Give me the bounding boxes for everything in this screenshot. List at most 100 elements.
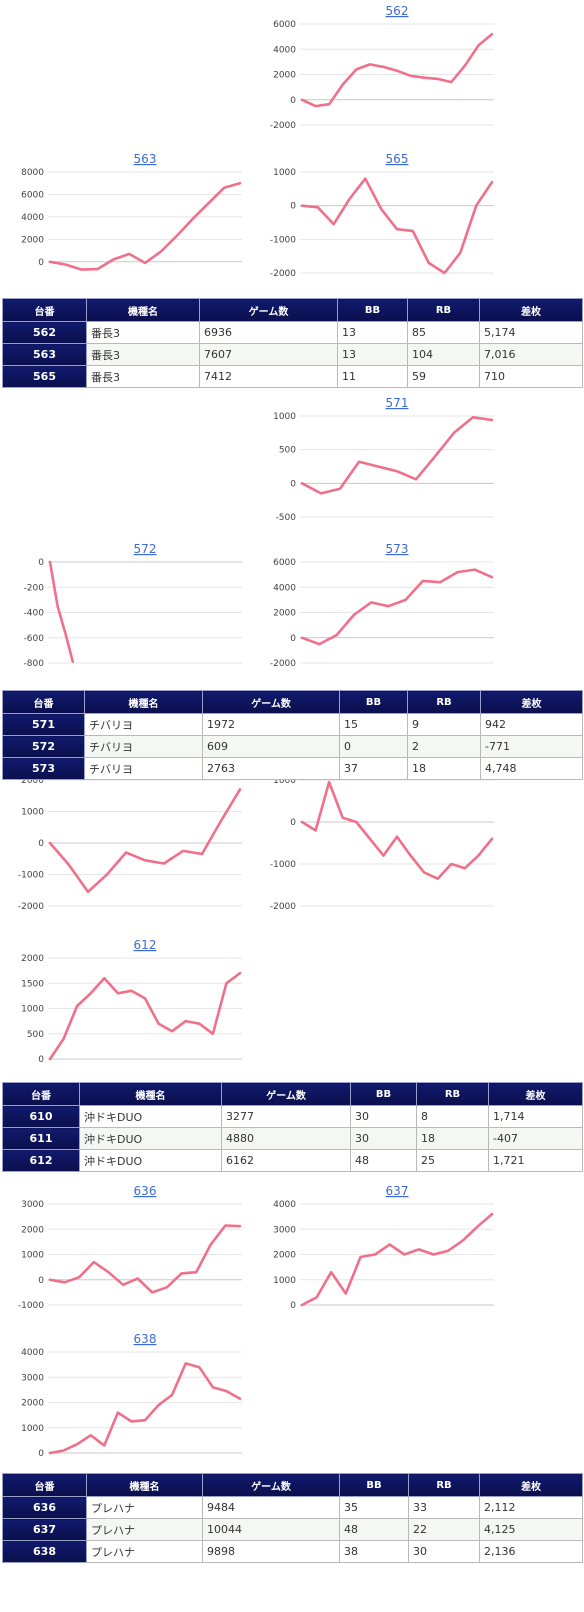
cell-games: 9898 [202, 1540, 340, 1563]
column-header: 台番 [2, 298, 87, 322]
y-tick-label: -200 [24, 583, 45, 593]
series-line [48, 1362, 242, 1455]
y-tick-label: -800 [24, 659, 45, 669]
cell-games: 7607 [199, 343, 338, 366]
series-line [300, 415, 494, 495]
cell-model: チバリヨ [84, 713, 203, 736]
cell-diff: 4,125 [479, 1518, 583, 1541]
column-header: 台番 [2, 1473, 87, 1497]
chart-title[interactable]: 572 [134, 542, 157, 556]
table-row: 637 プレハナ 10044 48 22 4,125 [2, 1518, 583, 1541]
y-tick-label: 4000 [21, 213, 44, 223]
chart-title[interactable]: 573 [386, 542, 409, 556]
y-tick-label: 2000 [273, 71, 296, 81]
cell-num: 636 [2, 1496, 87, 1519]
column-header: ゲーム数 [202, 1473, 340, 1497]
y-tick-label: 1000 [273, 412, 296, 422]
table-row: 612 沖ドキDUO 6162 48 25 1,721 [2, 1149, 583, 1172]
chart-title[interactable]: 563 [134, 152, 157, 166]
column-header: BB [337, 298, 408, 322]
column-header: 台番 [2, 1082, 80, 1106]
cell-num: 571 [2, 713, 85, 736]
chart-title[interactable]: 636 [134, 1184, 157, 1198]
cell-model: プレハナ [86, 1540, 203, 1563]
y-tick-label: 2000 [273, 1251, 296, 1261]
cell-model: 番長3 [86, 365, 200, 388]
series-line [300, 32, 494, 108]
table-row: 636 プレハナ 9484 35 33 2,112 [2, 1496, 583, 1519]
cell-model: プレハナ [86, 1518, 203, 1541]
cell-diff: -771 [480, 735, 583, 758]
cell-model: 番長3 [86, 321, 200, 344]
y-tick-label: -1000 [270, 860, 296, 870]
cell-diff: 4,748 [480, 757, 583, 780]
y-tick-label: -2000 [18, 902, 44, 912]
y-tick-label: 6000 [273, 558, 296, 568]
y-tick-label: 2000 [21, 954, 44, 964]
cell-model: 番長3 [86, 343, 200, 366]
chart-title[interactable]: 637 [386, 1184, 409, 1198]
cell-games: 1972 [202, 713, 340, 736]
machine-table-1: 台番 機種名 ゲーム数 BB RB 差枚 562 番長3 6936 13 85 5,174 563 番長3… [2, 298, 583, 388]
chart-637: 637 4000 3000 2000 1000 0 [262, 1180, 502, 1315]
chart-573: 573 6000 4000 2000 0 -2000 [262, 538, 502, 673]
y-tick-label: -1000 [18, 1301, 44, 1311]
cell-rb: 30 [408, 1540, 480, 1563]
machine-table-3: 台番 機種名 ゲーム数 BB RB 差枚 610 沖ドキDUO 3277 30 8 1,714 611 沖… [2, 1082, 583, 1172]
cell-num: 637 [2, 1518, 87, 1541]
cell-diff: 1,721 [488, 1149, 583, 1172]
y-tick-label: 6000 [21, 190, 44, 200]
chart-562: 562 6000 4000 2000 0 -2000 [262, 0, 502, 135]
cell-num: 572 [2, 735, 85, 758]
cell-model: チバリヨ [84, 735, 203, 758]
cell-diff: -407 [488, 1127, 583, 1150]
cell-rb: 9 [407, 713, 481, 736]
column-header: 差枚 [479, 1473, 583, 1497]
table-row: 565 番長3 7412 11 59 710 [2, 365, 583, 388]
y-tick-label: -1000 [18, 871, 44, 881]
table-row: 572 チバリヨ 609 0 2 -771 [2, 735, 583, 758]
y-tick-label: 500 [27, 1030, 44, 1040]
column-header: RB [416, 1082, 489, 1106]
y-tick-label: -600 [24, 634, 45, 644]
chart-565: 565 1000 0 -1000 -2000 [262, 148, 502, 283]
y-tick-label: -400 [24, 609, 45, 619]
chart-title[interactable]: 638 [134, 1332, 157, 1346]
y-tick-label: 0 [38, 1276, 44, 1286]
y-tick-label: 0 [290, 479, 296, 489]
chart-610: 610200010000-1000-2000 [10, 756, 250, 916]
cell-diff: 2,136 [479, 1540, 583, 1563]
y-tick-label: 6000 [273, 20, 296, 30]
column-header: 機種名 [84, 690, 203, 714]
y-tick-label: 1000 [21, 1251, 44, 1261]
cell-games: 3277 [221, 1105, 351, 1128]
chart-title[interactable]: 612 [134, 938, 157, 952]
cell-bb: 30 [350, 1105, 417, 1128]
series-line [48, 1224, 242, 1294]
y-tick-label: 8000 [21, 168, 44, 178]
y-tick-label: 1000 [21, 1005, 44, 1015]
cell-rb: 18 [416, 1127, 489, 1150]
column-header: BB [339, 690, 408, 714]
cell-num: 611 [2, 1127, 80, 1150]
cell-diff: 7,016 [479, 343, 583, 366]
column-header: BB [339, 1473, 409, 1497]
chart-title[interactable]: 571 [386, 396, 409, 410]
cell-bb: 15 [339, 713, 408, 736]
column-header: ゲーム数 [221, 1082, 351, 1106]
y-tick-label: -1000 [270, 235, 296, 245]
y-tick-label: 3000 [21, 1200, 44, 1210]
chart-title[interactable]: 565 [386, 152, 409, 166]
cell-bb: 11 [337, 365, 408, 388]
chart-title[interactable]: 562 [386, 4, 409, 18]
y-tick-label: 2000 [21, 776, 44, 786]
cell-games: 4880 [221, 1127, 351, 1150]
column-header: RB [407, 298, 480, 322]
cell-rb: 59 [407, 365, 480, 388]
column-header: RB [407, 690, 481, 714]
y-tick-label: 4000 [273, 1200, 296, 1210]
column-header: 機種名 [86, 1473, 203, 1497]
y-tick-label: 1000 [21, 1424, 44, 1434]
series-line [300, 780, 494, 880]
cell-num: 565 [2, 365, 87, 388]
